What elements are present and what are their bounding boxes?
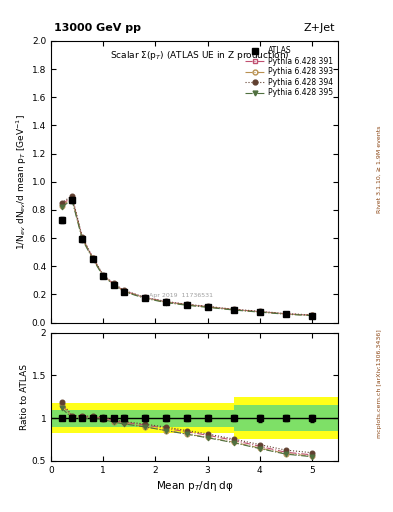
X-axis label: Mean p$_T$/dη dφ: Mean p$_T$/dη dφ — [156, 479, 233, 493]
Text: mcplots.cern.ch [arXiv:1306.3436]: mcplots.cern.ch [arXiv:1306.3436] — [377, 330, 382, 438]
Text: 13000 GeV pp: 13000 GeV pp — [54, 23, 141, 32]
Text: Apr 2019  11736531: Apr 2019 11736531 — [149, 293, 213, 298]
Text: Rivet 3.1.10, ≥ 1.9M events: Rivet 3.1.10, ≥ 1.9M events — [377, 125, 382, 212]
Legend: ATLAS, Pythia 6.428 391, Pythia 6.428 393, Pythia 6.428 394, Pythia 6.428 395: ATLAS, Pythia 6.428 391, Pythia 6.428 39… — [244, 45, 334, 99]
Text: Z+Jet: Z+Jet — [304, 23, 335, 32]
Text: Scalar Σ(p$_T$) (ATLAS UE in Z production): Scalar Σ(p$_T$) (ATLAS UE in Z productio… — [110, 50, 290, 62]
Y-axis label: Ratio to ATLAS: Ratio to ATLAS — [20, 364, 29, 430]
Y-axis label: 1/N$_{ev}$ dN$_{ev}$/d mean p$_T$ [GeV$^{-1}$]: 1/N$_{ev}$ dN$_{ev}$/d mean p$_T$ [GeV$^… — [15, 114, 29, 250]
